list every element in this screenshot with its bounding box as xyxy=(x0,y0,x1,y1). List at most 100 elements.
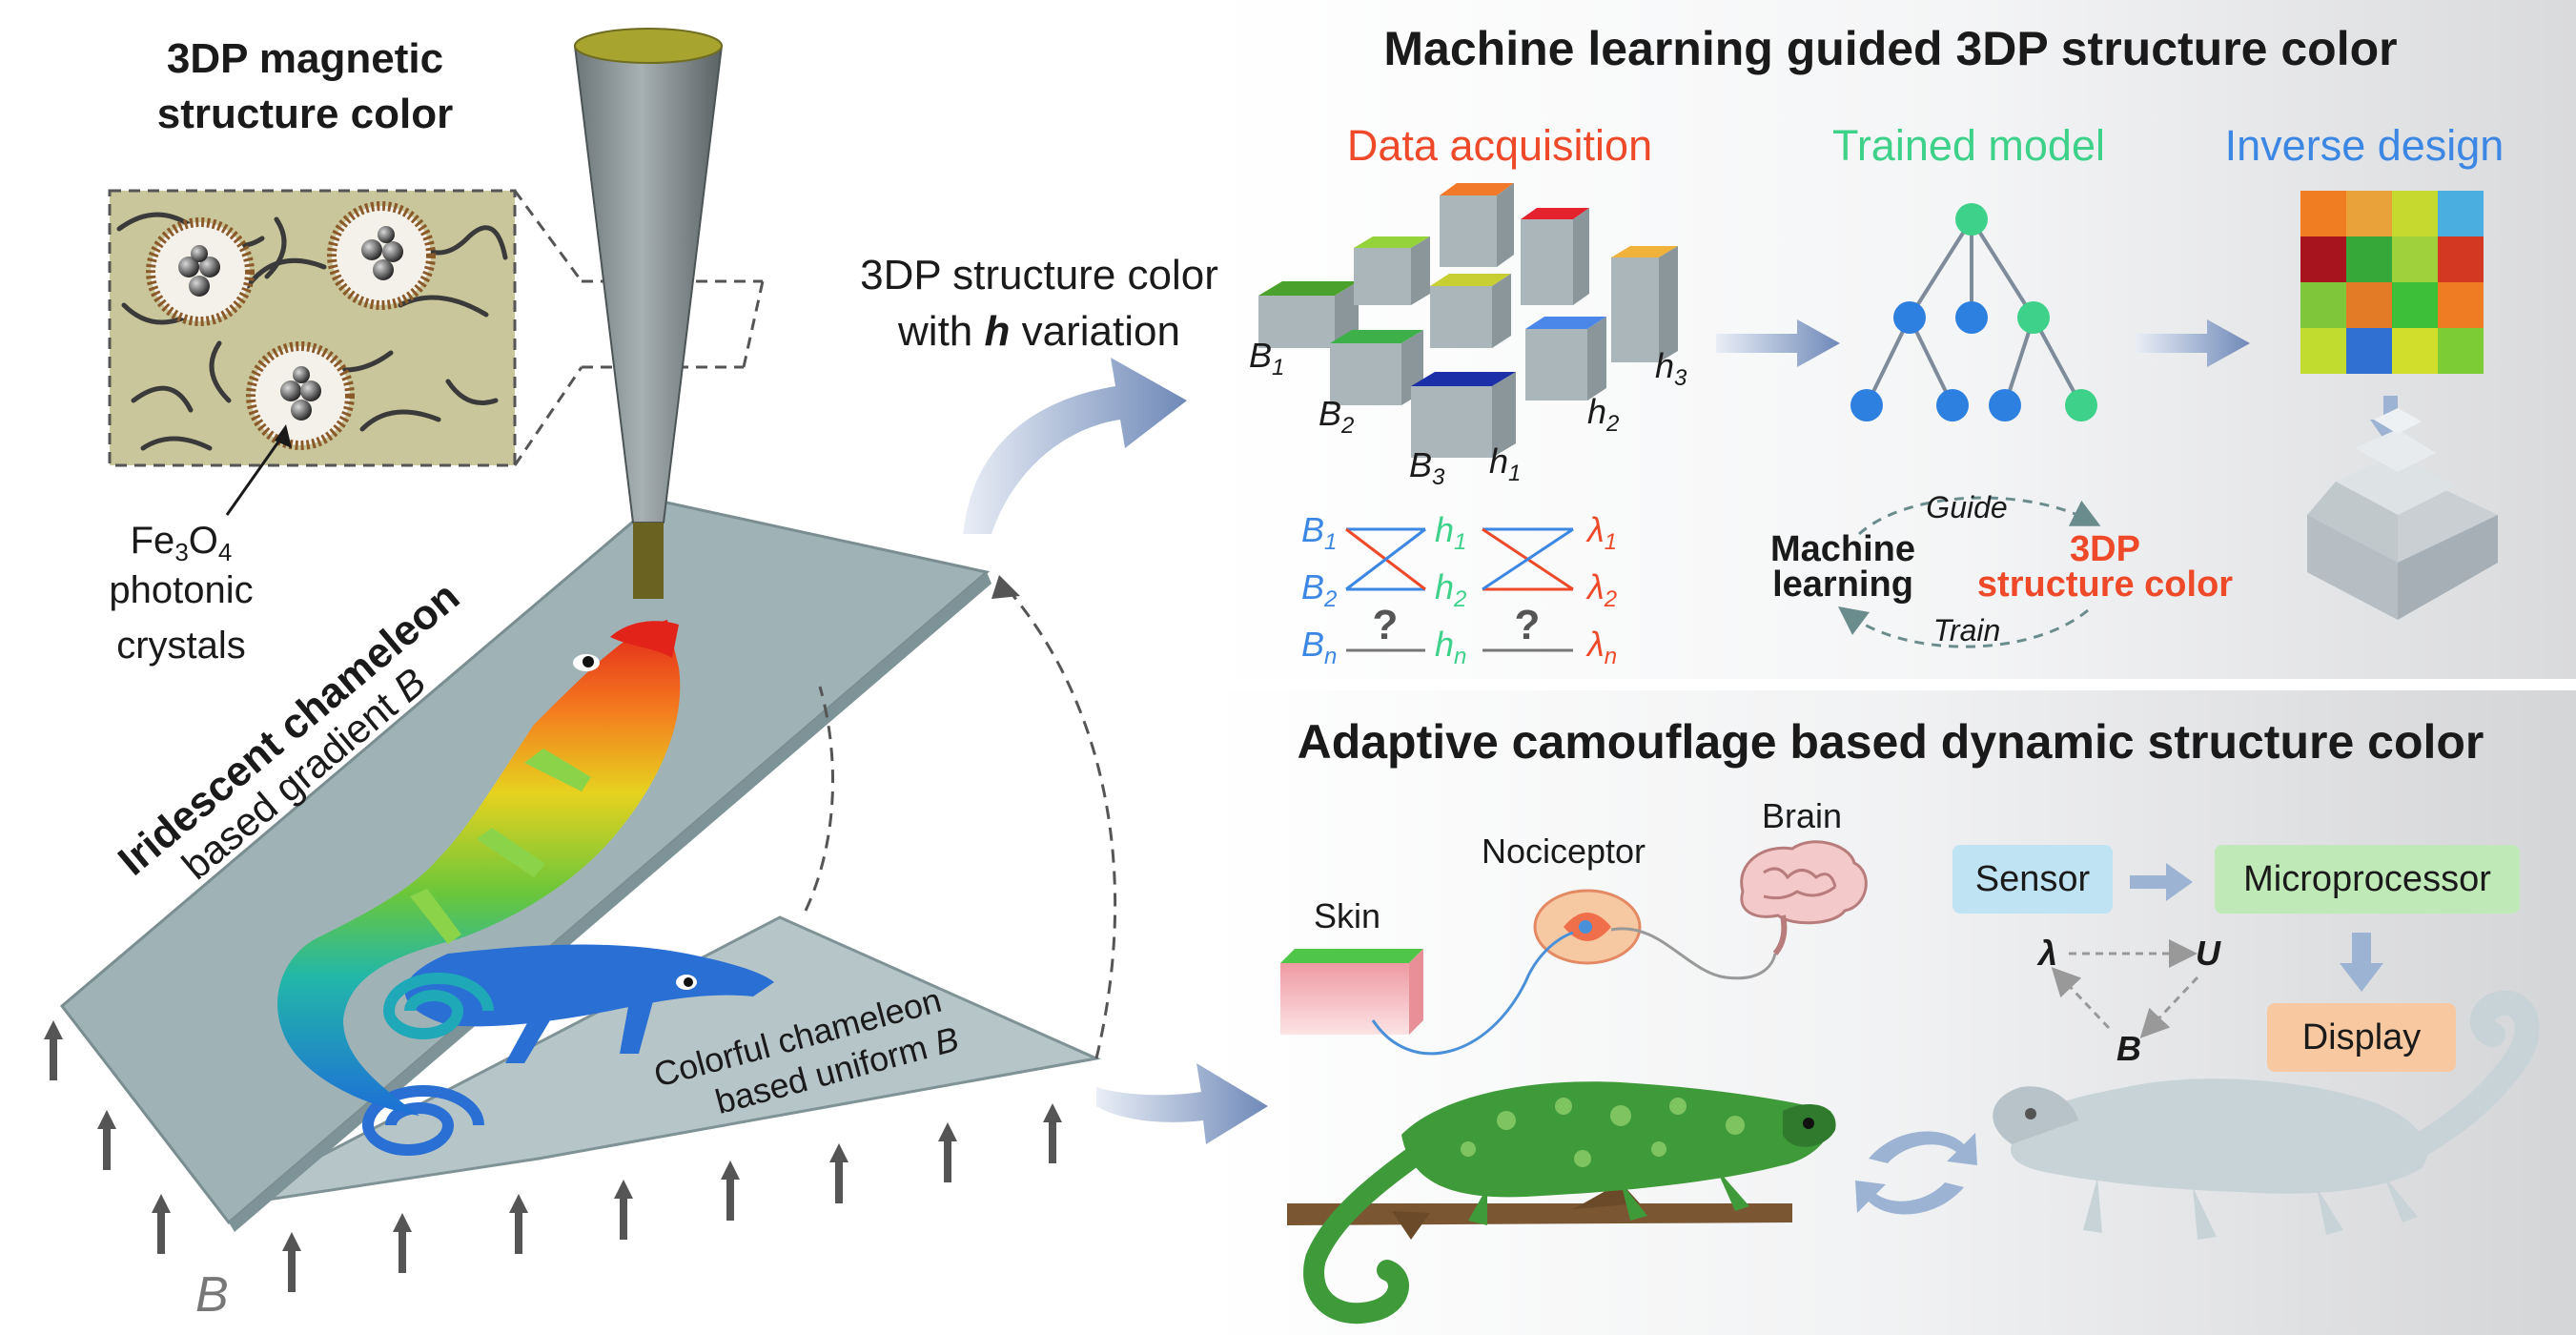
sensor-box xyxy=(1952,845,2113,914)
magnetic-field-arrows xyxy=(44,1020,1062,1292)
tree-leaf-node xyxy=(1989,389,2021,421)
fe3o4-formula: Fe3O4 xyxy=(131,520,233,566)
structure-color-line1: 3DP xyxy=(2070,529,2140,569)
print-nozzle xyxy=(573,28,724,599)
field-arrow xyxy=(152,1194,171,1254)
flow-arrow-to-camouflage xyxy=(1096,1063,1268,1144)
printed-stepped-structure xyxy=(2307,408,2498,620)
robotic-chameleon-model xyxy=(1993,991,2540,1240)
field-label-b: B xyxy=(195,1267,229,1323)
block-8 xyxy=(1525,317,1606,400)
crystal-label-line3: crystals xyxy=(116,625,246,667)
brain-nerve-line xyxy=(1610,927,1777,980)
field-arrow xyxy=(97,1110,116,1170)
field-arrow xyxy=(44,1020,63,1080)
crystal-pointer-line xyxy=(225,430,288,516)
map-unknown-1: ? xyxy=(1373,602,1399,648)
block-labels: B1 B2 B3 h1 h2 h3 xyxy=(1249,336,1687,490)
guide-arc xyxy=(1857,496,2101,536)
guide-label: Guide xyxy=(1926,490,2007,524)
structure-color-line2: structure color xyxy=(1977,565,2233,605)
train-arc xyxy=(1837,606,2089,648)
skin-block xyxy=(1280,949,1423,1035)
block-6 xyxy=(1611,246,1678,362)
magnetic-particle-1 xyxy=(146,217,255,326)
tilt-arc-arrowhead xyxy=(992,575,1020,599)
tree-node xyxy=(1893,301,1926,334)
label-h3: h3 xyxy=(1655,346,1687,391)
left-title-line2: structure color xyxy=(157,91,454,137)
field-arrow xyxy=(614,1180,633,1240)
flow-arrow-to-ml xyxy=(963,358,1187,534)
data-acquisition-heading: Data acquisition xyxy=(1347,121,1652,170)
block-7 xyxy=(1330,330,1423,405)
train-label: Train xyxy=(1933,613,2001,647)
magnetic-particle-2 xyxy=(327,201,436,310)
tilt-arc-inner xyxy=(804,686,835,912)
skin-label: Skin xyxy=(1314,896,1380,935)
magnetic-particle-3 xyxy=(246,341,355,450)
field-arrow xyxy=(829,1143,848,1203)
arrow-model-to-design xyxy=(2136,319,2250,367)
inverse-design-heading: Inverse design xyxy=(2225,121,2504,170)
block-5 xyxy=(1430,274,1511,348)
top-plate-edge xyxy=(229,572,992,1232)
green-chameleon-photo xyxy=(1287,1081,1836,1325)
tree-leaf-node xyxy=(1936,389,1969,421)
uniform-blue-chameleon xyxy=(361,944,774,1156)
label-h2: h2 xyxy=(1587,392,1619,437)
tilt-arc-outer xyxy=(999,580,1117,1059)
brain-icon xyxy=(1740,840,1868,955)
arrow-data-to-model xyxy=(1716,319,1840,367)
field-arrow xyxy=(1043,1103,1062,1163)
lambda-var: λ xyxy=(2036,934,2057,973)
swap-arrow-lower xyxy=(1855,1181,1964,1215)
variation-line2: with h variation xyxy=(897,308,1180,355)
nanoparticle-inset xyxy=(108,189,517,467)
tree-leaf-node xyxy=(2065,389,2097,421)
tree-leaf-node xyxy=(1850,389,1883,421)
tree-node xyxy=(2017,301,2050,334)
label-b3: B3 xyxy=(1409,445,1445,490)
skin-nerve-line xyxy=(1371,931,1574,1056)
nociceptor-label: Nociceptor xyxy=(1482,832,1646,871)
nociceptor-cell xyxy=(1533,889,1642,965)
inverse-design-color-grid xyxy=(2300,191,2484,374)
sensor-label: Sensor xyxy=(1975,859,2091,899)
arrow-b-to-lambda xyxy=(2051,967,2111,1030)
machine-learning-line1: Machine xyxy=(1770,529,1915,569)
trained-model-heading: Trained model xyxy=(1832,121,2105,170)
crystal-pointer-arrowhead xyxy=(275,424,292,448)
microprocessor-box xyxy=(2215,845,2520,914)
map-unknown-2: ? xyxy=(1515,602,1541,648)
block-3 xyxy=(1440,183,1514,267)
label-h1: h1 xyxy=(1489,442,1521,486)
ml-panel-title: Machine learning guided 3DP structure co… xyxy=(1383,22,2397,75)
machine-learning-line2: learning xyxy=(1772,565,1913,605)
display-box xyxy=(2267,1003,2456,1072)
swap-arrow-upper xyxy=(1869,1131,1977,1165)
u-var: U xyxy=(2196,934,2221,973)
trained-model-tree xyxy=(1850,203,2097,421)
block-4 xyxy=(1521,208,1589,305)
gradient-rainbow-chameleon xyxy=(277,620,681,1116)
field-arrow xyxy=(938,1122,957,1182)
variation-line1: 3DP structure color xyxy=(860,252,1218,298)
tree-root-node xyxy=(1955,203,1988,236)
b-var: B xyxy=(2116,1029,2141,1068)
field-arrow xyxy=(393,1213,412,1273)
microprocessor-label: Microprocessor xyxy=(2243,859,2491,899)
block-2 xyxy=(1354,236,1430,305)
arrow-sensor-to-processor xyxy=(2130,863,2193,901)
data-blocks xyxy=(1258,183,1678,458)
camouflage-panel-title: Adaptive camouflage based dynamic struct… xyxy=(1298,715,2484,769)
arrow-u-to-b xyxy=(2139,976,2199,1038)
field-arrow xyxy=(509,1194,528,1254)
brain-label: Brain xyxy=(1762,796,1842,835)
field-arrow xyxy=(282,1232,301,1292)
left-title-line1: 3DP magnetic xyxy=(167,35,443,82)
crystal-label-line2: photonic xyxy=(109,569,253,611)
field-arrow xyxy=(721,1160,740,1221)
